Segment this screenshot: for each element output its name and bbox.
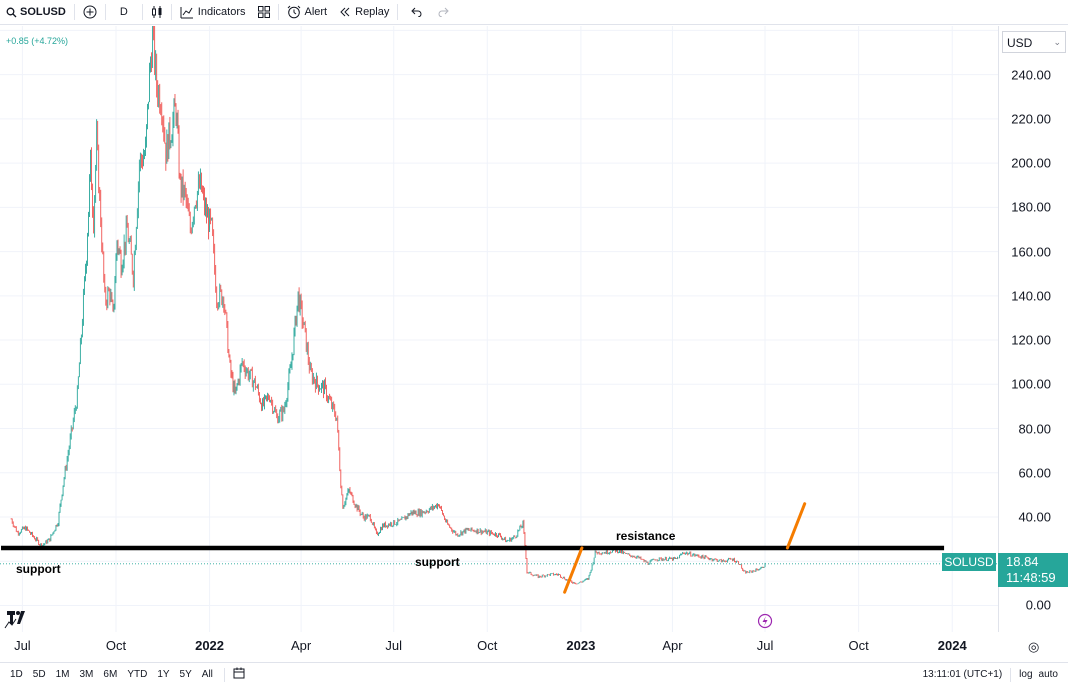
- log-toggle[interactable]: log: [1019, 669, 1033, 680]
- price-tick-label: 220.00: [1011, 111, 1051, 127]
- grid: [0, 26, 998, 632]
- indicators-button[interactable]: Indicators: [174, 0, 252, 24]
- settings-gear-icon[interactable]: ◎: [1028, 639, 1040, 654]
- range-buttons: 1D 5D 1M 3M 6M YTD 1Y 5Y All: [0, 669, 218, 680]
- range-button-6m[interactable]: 6M: [103, 669, 118, 680]
- time-tick-label: Jul: [14, 638, 31, 653]
- resistance-label: resistance: [616, 529, 676, 543]
- price-tick-label: 180.00: [1011, 199, 1051, 215]
- divider: [1010, 667, 1012, 682]
- lightning-icon: [762, 616, 768, 626]
- price-chart[interactable]: [0, 26, 998, 632]
- bar-countdown: 11:48:59: [1006, 570, 1056, 585]
- price-tick-label: 100.00: [1011, 376, 1051, 392]
- price-axis[interactable]: 0.0020.0040.0060.0080.00100.00120.00140.…: [998, 26, 1068, 632]
- price-change: +0.85 (+4.72%): [6, 36, 69, 46]
- price-tick-label: 0.00: [1025, 597, 1051, 613]
- time-tick-label: Oct: [105, 638, 127, 653]
- divider: [397, 4, 399, 20]
- grid-icon: [257, 6, 270, 18]
- last-price: 18.84: [1006, 554, 1039, 569]
- time-tick-label: Oct: [477, 638, 498, 653]
- time-tick-label: Apr: [662, 638, 683, 653]
- range-button-1y[interactable]: 1Y: [157, 669, 170, 680]
- replay-label: Replay: [355, 6, 390, 18]
- range-button-1m[interactable]: 1M: [55, 669, 70, 680]
- rewind-icon: [340, 7, 350, 17]
- plus-circle-icon: [83, 5, 97, 19]
- divider: [73, 4, 75, 20]
- currency-select[interactable]: USD ⌄: [1002, 31, 1066, 53]
- undo-icon: [411, 7, 422, 17]
- tradingview-logo[interactable]: [4, 609, 30, 634]
- support-label-mid: support: [415, 555, 460, 569]
- range-button-5y[interactable]: 5Y: [179, 669, 192, 680]
- compare-button[interactable]: [77, 0, 103, 24]
- symbol-label: SOLUSD: [20, 6, 66, 18]
- chart-type-button[interactable]: [145, 0, 169, 24]
- divider: [223, 667, 225, 682]
- interval-button[interactable]: D: [108, 0, 140, 24]
- top-toolbar: SOLUSD D Indicators Alert Replay: [0, 0, 1068, 25]
- price-tick-label: 120.00: [1011, 332, 1051, 348]
- time-tick-label: 2024: [937, 638, 967, 653]
- indicators-icon: [180, 6, 193, 18]
- price-tick-label: 160.00: [1011, 244, 1051, 260]
- last-price-label: 18.84 11:48:59: [998, 553, 1068, 587]
- time-tick-label: Jul: [385, 638, 403, 653]
- time-tick-label: 2023: [566, 638, 596, 653]
- price-tick-label: 60.00: [1018, 465, 1051, 481]
- bottom-toolbar: 1D 5D 1M 3M 6M YTD 1Y 5Y All 13:11:01 (UTC+1) lo…: [0, 662, 1068, 686]
- symbol-badge: SOLUSD: [942, 553, 996, 571]
- time-tick-label: Oct: [848, 638, 869, 653]
- alert-button[interactable]: Alert: [281, 0, 334, 24]
- redo-button[interactable]: [432, 0, 456, 24]
- chevron-down-icon: ⌄: [1053, 37, 1061, 47]
- undo-button[interactable]: [400, 0, 432, 24]
- range-button-ytd[interactable]: YTD: [127, 669, 148, 680]
- time-tick-label: Apr: [291, 638, 312, 653]
- price-tick-label: 140.00: [1011, 288, 1051, 304]
- divider: [170, 4, 172, 20]
- range-button-3m[interactable]: 3M: [79, 669, 94, 680]
- date-range-button[interactable]: [233, 667, 245, 682]
- price-tick-label: 240.00: [1011, 67, 1051, 83]
- price-tick-label: 40.00: [1018, 509, 1051, 525]
- support-label-left: support: [16, 562, 61, 576]
- indicators-label: Indicators: [197, 6, 246, 18]
- divider: [104, 4, 106, 20]
- range-button-1d[interactable]: 1D: [10, 669, 23, 680]
- calendar-icon: [233, 667, 245, 679]
- redo-icon: [438, 7, 450, 17]
- alert-label: Alert: [304, 6, 328, 18]
- divider: [141, 4, 143, 20]
- price-tick-label: 200.00: [1011, 155, 1051, 171]
- currency-label: USD: [1007, 36, 1033, 50]
- layouts-button[interactable]: [252, 0, 276, 24]
- time-tick-label: 2022: [195, 638, 225, 653]
- clock-timezone[interactable]: 13:11:01 (UTC+1): [922, 669, 1003, 680]
- price-series: [10, 26, 766, 585]
- drawings[interactable]: [0, 502, 998, 629]
- alarm-clock-icon: [287, 5, 300, 19]
- time-tick-label: Jul: [756, 638, 774, 653]
- range-button-5d[interactable]: 5D: [32, 669, 46, 680]
- interval-label: D: [119, 6, 128, 18]
- search-icon: [6, 7, 17, 17]
- pen-stroke: [785, 502, 807, 550]
- auto-toggle[interactable]: auto: [1038, 669, 1058, 680]
- candles-icon: [151, 6, 162, 18]
- pen-stroke: [563, 546, 584, 594]
- replay-button[interactable]: Replay: [333, 0, 395, 24]
- divider: [277, 4, 279, 20]
- range-button-all[interactable]: All: [201, 669, 213, 680]
- price-tick-label: 80.00: [1018, 421, 1051, 437]
- symbol-search[interactable]: SOLUSD: [0, 0, 72, 24]
